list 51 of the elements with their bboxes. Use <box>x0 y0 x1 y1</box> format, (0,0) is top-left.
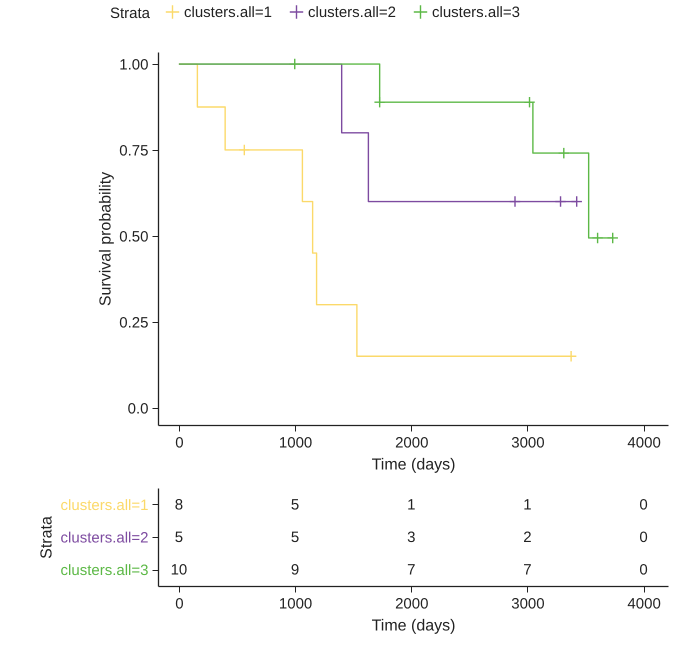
y-tick-label: clusters.all=3 <box>60 562 148 580</box>
y-tick-label: 0.25 <box>119 314 148 332</box>
data-label: 9 <box>290 562 300 579</box>
y-axis-title: Survival probability <box>97 172 114 306</box>
x-tick-label: 4000 <box>627 434 661 452</box>
y-tick-label: clusters.all=2 <box>60 530 148 546</box>
legend-label: clusters.all=3 <box>432 4 520 21</box>
data-label: 1 <box>407 496 416 514</box>
x-tick-label: 1000 <box>278 434 312 452</box>
x-axis-title: Time (days) <box>372 456 456 474</box>
point <box>592 232 604 244</box>
data-label: 5 <box>290 529 300 546</box>
data-label: 0 <box>639 529 648 546</box>
y-tick-label: clusters.all=1 <box>60 496 148 514</box>
data-label: 7 <box>407 562 416 579</box>
x-tick-label: 0 <box>175 596 184 612</box>
point <box>606 232 619 244</box>
point <box>524 96 536 108</box>
point <box>558 147 570 160</box>
x-tick-label: 2000 <box>395 434 428 452</box>
point <box>570 196 583 208</box>
data-label: 0 <box>639 496 648 514</box>
point <box>509 196 521 208</box>
x-tick-label: 3000 <box>511 596 545 612</box>
legend-label: clusters.all=2 <box>308 4 396 21</box>
point <box>554 196 566 208</box>
x-axis-title: Time (days) <box>372 618 456 634</box>
y-tick-label: 0.75 <box>119 142 148 160</box>
x-tick-label: 4000 <box>627 596 661 612</box>
point <box>238 144 250 156</box>
data-label: 3 <box>407 529 416 546</box>
y-tick-label: 0.50 <box>119 228 148 246</box>
data-label: 10 <box>170 562 188 579</box>
data-label: 1 <box>523 496 532 514</box>
data-label: 5 <box>290 496 300 514</box>
y-tick-label: 0.0 <box>128 400 148 418</box>
y-axis-title: Strata <box>38 516 56 559</box>
legend-label: clusters.all=1 <box>184 4 272 21</box>
data-label: 8 <box>174 496 184 514</box>
y-tick-label: 1.00 <box>119 56 148 74</box>
x-tick-label: 2000 <box>395 596 428 612</box>
point <box>374 96 386 108</box>
legend-title: Strata <box>110 5 151 22</box>
x-tick-label: 3000 <box>511 434 545 452</box>
data-label: 7 <box>523 562 532 579</box>
x-tick-label: 0 <box>175 434 184 452</box>
data-label: 0 <box>639 562 648 579</box>
data-label: 5 <box>174 529 184 546</box>
data-label: 2 <box>523 529 532 546</box>
point <box>288 58 301 70</box>
x-tick-label: 1000 <box>278 596 312 612</box>
